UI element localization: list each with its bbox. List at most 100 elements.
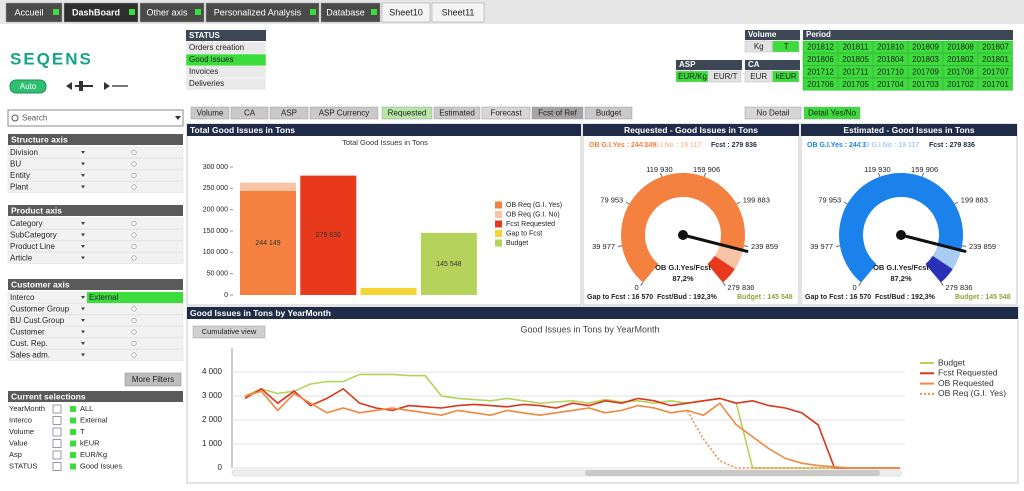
button [230,106,269,120]
y-tick-label: 100 000 [203,249,228,256]
tab-label: Database [326,7,365,17]
gauge-band [932,244,962,270]
gauge-footer: Fcst/Bud : 192,3% [875,294,936,301]
legend-label: Budget [506,240,528,247]
selector-header [745,30,800,40]
period-cell-label: 201807 [982,43,1009,52]
selector-option-label: Kg [754,42,764,51]
selector-title: Volume [748,30,777,39]
gauge-tick [877,172,881,177]
gauge-legend: OB G.I.Yes : 244 1 [807,142,867,149]
selection-field: Interco [9,415,32,424]
gauge-footer: Budget : 145 548 [737,294,793,301]
legend-label: OB Req (G.I. Yes) [938,388,1006,398]
period-cell [977,77,1013,91]
gauge-tick [843,201,848,205]
search-box [7,109,184,127]
filter-row [7,240,184,253]
tab [63,2,139,23]
legend-label: Budget [938,357,966,367]
status-item-label: Orders creation [189,43,244,52]
panel [186,306,1019,484]
button [531,106,584,120]
period-cell-label: 201801 [982,55,1009,64]
selector-option-label: T [784,42,789,51]
filter-arrow [81,330,85,334]
filter-option [131,255,137,261]
filter-field: BU Cust.Group [10,316,65,325]
period-cell [977,40,1013,54]
button-label: Requested [388,109,427,118]
period-cell [802,40,838,54]
period-cell [977,53,1013,66]
gauge-hub [678,230,688,240]
selection-flag [70,452,76,458]
gauge-band [621,173,746,283]
gauge-band [839,172,963,283]
selector-title: CA [748,60,760,69]
selection-flag [70,440,76,447]
gauge-tick [640,282,644,286]
filter-arrow [81,233,85,237]
legend-swatch [495,201,502,209]
gauge-tick-label: 0 [852,283,856,292]
more-filters-button[interactable] [124,372,182,387]
panel-header [583,124,799,136]
button-label: Budget [596,109,622,118]
cumulative-button[interactable] [192,325,266,339]
filter-arrow [81,342,85,345]
selection-value: ALL [80,404,93,413]
period-cell [837,53,873,66]
tab-label: Accueil [14,7,43,17]
period-cell-label: 201809 [912,43,939,52]
filter-arrow [81,256,85,260]
filter-option [131,173,137,179]
gauge-tick [722,282,726,286]
bar [420,232,477,295]
filter-option [131,340,137,346]
filter-arrow [81,174,85,177]
selection-value: kEUR [80,438,100,447]
filter-arrow [81,296,85,299]
button-label: Detail Yes/No [808,109,857,118]
gauge-footer: Fcst/Bud : 192,3% [657,294,718,301]
gauge-tick [940,282,944,286]
button-label: ASP [281,109,297,118]
filter-arrow [81,162,85,166]
button [309,106,379,120]
gauge-tick [835,245,841,247]
period-cell [942,77,978,91]
selection-icon [52,404,62,414]
tab-indicator [371,9,377,15]
tab [381,2,431,23]
y-tick-label: 4 000 [202,367,223,376]
scrollbar-thumb [585,470,880,476]
gauge-legend: Fcst : 279 836 [711,142,757,149]
tab [205,2,320,23]
filter-row [7,217,184,230]
legend-label: OB Requested [938,378,994,388]
panel-title: Total Good Issues in Tons [190,125,295,135]
filter-option [131,161,137,167]
selection-icon [52,439,62,448]
selections-title: Current selections [11,391,86,401]
button [744,106,802,120]
button [381,106,433,120]
bar [360,287,417,295]
period-cell-label: 201811 [842,43,869,52]
gauge-footer: Budget : 145 548 [955,294,1011,301]
gauge-legend: OB G.I.No : 19 117 [859,142,919,149]
filter-field: SubCategory [10,231,57,240]
chart-title: Total Good Issues in Tons [342,138,428,147]
selection-field: YearMonth [9,404,45,413]
status-title: STATUS [189,31,220,40]
tab-label: Personalized Analysis [214,7,302,17]
gauge-center-label: OB G.I.Yes/Fcst [873,263,929,272]
filter-option [131,244,137,250]
y-tick-label: 2 000 [202,415,223,424]
period-cell [907,77,943,91]
legend-label: OB Req (G.I. Yes) [506,202,562,209]
y-tick-label: 250 000 [203,185,228,192]
search-icon [11,114,19,122]
